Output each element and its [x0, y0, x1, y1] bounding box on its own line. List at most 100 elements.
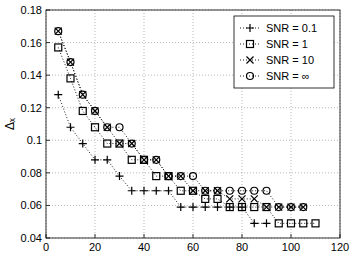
- marker: [67, 75, 74, 82]
- grid-line: [144, 10, 145, 238]
- marker: [214, 203, 222, 211]
- tick-label: 0.06: [21, 199, 42, 211]
- marker: [79, 140, 87, 148]
- legend-label: SNR = ∞: [266, 70, 310, 82]
- marker: [128, 140, 135, 147]
- tick-label: 0.16: [21, 37, 42, 49]
- marker: [239, 204, 246, 211]
- marker: [190, 173, 197, 180]
- marker: [312, 220, 319, 227]
- marker: [300, 204, 307, 211]
- marker: [202, 187, 209, 194]
- tick-label: 20: [89, 241, 101, 253]
- marker: [140, 187, 148, 195]
- tick-label: 0: [43, 241, 49, 253]
- marker: [251, 195, 258, 202]
- marker: [152, 187, 160, 195]
- tick-label: 0.04: [21, 232, 42, 244]
- tick: [144, 234, 145, 238]
- tick: [291, 234, 292, 238]
- marker: [251, 204, 258, 211]
- tick: [95, 234, 96, 238]
- marker: [275, 204, 282, 211]
- marker: [116, 124, 123, 131]
- legend-marker: [247, 73, 254, 80]
- marker: [177, 203, 185, 211]
- marker: [116, 172, 124, 180]
- marker: [67, 59, 74, 66]
- marker: [250, 219, 258, 227]
- marker: [300, 220, 307, 227]
- series-line: [58, 95, 266, 224]
- marker: [92, 124, 99, 131]
- tick-label: 40: [138, 241, 150, 253]
- legend-line: [240, 44, 260, 45]
- tick-label: 100: [282, 241, 300, 253]
- marker: [226, 187, 233, 194]
- tick: [46, 205, 50, 206]
- marker: [190, 187, 197, 194]
- legend-marker: [247, 57, 254, 64]
- marker: [177, 187, 184, 194]
- marker: [177, 173, 184, 180]
- tick-label: 0.14: [21, 69, 42, 81]
- marker: [165, 173, 172, 180]
- axis-label: Δₓ: [3, 118, 17, 130]
- marker: [238, 203, 246, 211]
- marker: [103, 156, 111, 164]
- background: [0, 0, 356, 261]
- legend-line: [240, 76, 260, 77]
- marker: [55, 28, 62, 35]
- marker: [141, 156, 148, 163]
- marker: [288, 220, 295, 227]
- marker: [67, 123, 75, 131]
- tick-label: 0.12: [21, 102, 42, 114]
- marker: [214, 195, 221, 202]
- marker: [288, 204, 295, 211]
- grid-line: [46, 107, 340, 108]
- marker: [54, 91, 62, 99]
- marker: [92, 107, 99, 114]
- tick: [46, 172, 50, 173]
- legend-label: SNR = 0.1: [266, 22, 317, 34]
- marker: [116, 140, 123, 147]
- series-line: [58, 47, 315, 223]
- plot-frame: [46, 10, 340, 238]
- legend-marker: [246, 24, 254, 32]
- tick-label: 120: [331, 241, 349, 253]
- marker: [165, 173, 172, 180]
- plot-area: [54, 28, 319, 228]
- marker: [92, 107, 99, 114]
- marker: [141, 156, 148, 163]
- marker: [201, 203, 209, 211]
- marker: [165, 187, 173, 195]
- marker: [251, 187, 258, 194]
- legend-label: SNR = 1: [266, 38, 308, 50]
- tick-label: 60: [187, 241, 199, 253]
- tick: [46, 75, 50, 76]
- marker: [275, 204, 282, 211]
- marker: [263, 187, 270, 194]
- marker: [104, 124, 111, 131]
- marker: [263, 204, 270, 211]
- marker: [226, 203, 234, 211]
- marker: [104, 140, 111, 147]
- chart: 0.040.060.080.10.120.140.160.18020406080…: [0, 0, 356, 261]
- marker: [128, 156, 135, 163]
- marker: [239, 187, 246, 194]
- tick: [46, 140, 50, 141]
- tick: [46, 42, 50, 43]
- marker: [79, 107, 86, 114]
- marker: [128, 187, 136, 195]
- marker: [288, 204, 295, 211]
- marker: [300, 204, 307, 211]
- marker: [79, 91, 86, 98]
- marker: [165, 173, 172, 180]
- marker: [239, 195, 246, 202]
- tick: [46, 107, 50, 108]
- tick-label: 0.1: [27, 134, 42, 146]
- marker: [116, 140, 123, 147]
- marker: [263, 219, 271, 227]
- marker: [55, 44, 62, 51]
- marker: [202, 195, 209, 202]
